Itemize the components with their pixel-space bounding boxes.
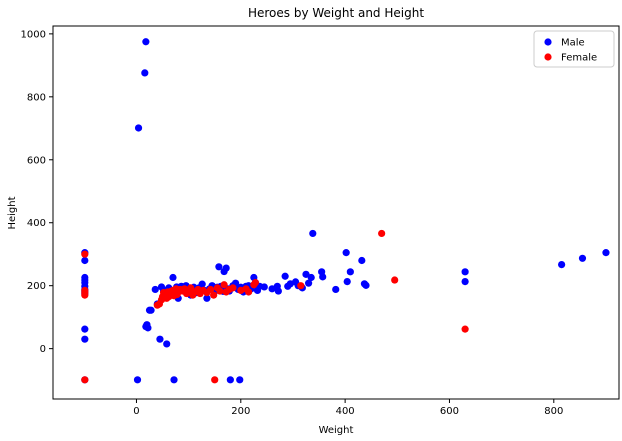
point-female-52 bbox=[391, 276, 399, 284]
legend-marker-female bbox=[544, 53, 552, 61]
point-male-21 bbox=[151, 285, 159, 294]
point-male-31 bbox=[169, 273, 177, 282]
point-male-76 bbox=[274, 287, 282, 295]
y-tick-label: 800 bbox=[27, 92, 46, 103]
point-female-4 bbox=[81, 376, 89, 384]
y-axis: 0 200 400 600 800 1000 bbox=[21, 29, 53, 355]
point-male-98 bbox=[558, 260, 566, 269]
point-male-1 bbox=[81, 256, 89, 265]
x-tick-label: 200 bbox=[231, 406, 250, 417]
point-male-10 bbox=[81, 335, 89, 343]
point-male-95 bbox=[362, 281, 370, 289]
x-axis: 0 200 400 600 800 bbox=[133, 399, 563, 417]
point-male-20 bbox=[147, 306, 155, 314]
series-female bbox=[81, 229, 469, 384]
point-male-52 bbox=[215, 263, 223, 271]
point-male-27 bbox=[163, 340, 171, 348]
point-male-93 bbox=[358, 256, 366, 265]
point-male-9 bbox=[81, 325, 89, 333]
point-male-90 bbox=[342, 249, 350, 257]
point-male-99 bbox=[578, 254, 587, 262]
point-male-100 bbox=[602, 249, 610, 257]
y-tick-label: 1000 bbox=[21, 29, 46, 40]
x-tick-label: 0 bbox=[133, 406, 139, 417]
point-male-47 bbox=[203, 294, 211, 302]
legend: Male Female bbox=[533, 30, 615, 68]
point-male-15 bbox=[142, 38, 150, 46]
point-male-96 bbox=[461, 268, 469, 276]
legend-label-male: Male bbox=[561, 38, 585, 49]
point-female-38 bbox=[211, 376, 219, 384]
point-male-12 bbox=[133, 376, 142, 384]
point-female-44 bbox=[229, 284, 237, 292]
x-tick-label: 800 bbox=[544, 406, 563, 417]
x-tick-label: 400 bbox=[336, 406, 355, 417]
point-male-13 bbox=[134, 124, 143, 132]
point-male-63 bbox=[236, 376, 244, 384]
y-axis-label: Height bbox=[7, 196, 18, 229]
point-male-83 bbox=[302, 270, 310, 278]
point-male-18 bbox=[144, 324, 152, 332]
series-male bbox=[81, 38, 610, 384]
x-tick-label: 600 bbox=[440, 406, 459, 417]
point-male-86 bbox=[309, 229, 317, 238]
point-female-41 bbox=[220, 281, 228, 289]
legend-box bbox=[533, 30, 615, 68]
point-female-53 bbox=[461, 325, 469, 333]
point-female-36 bbox=[206, 285, 215, 294]
y-tick-label: 400 bbox=[27, 218, 46, 229]
point-male-84 bbox=[305, 279, 313, 287]
legend-marker-male bbox=[544, 38, 552, 46]
point-female-40 bbox=[216, 287, 224, 295]
point-male-59 bbox=[226, 376, 234, 384]
point-female-37 bbox=[210, 291, 218, 299]
point-female-47 bbox=[245, 288, 253, 296]
point-female-0 bbox=[81, 250, 89, 258]
point-male-23 bbox=[156, 335, 164, 343]
point-male-14 bbox=[141, 69, 149, 77]
y-tick-label: 600 bbox=[27, 155, 46, 166]
x-axis-label: Weight bbox=[319, 425, 354, 436]
point-male-73 bbox=[260, 283, 268, 291]
chart-title: Heroes by Weight and Height bbox=[248, 6, 424, 20]
point-female-50 bbox=[297, 282, 305, 290]
point-female-51 bbox=[378, 229, 386, 238]
point-male-85 bbox=[307, 273, 315, 282]
point-male-32 bbox=[170, 376, 178, 384]
y-tick-label: 200 bbox=[27, 281, 46, 292]
plot-points bbox=[81, 38, 610, 384]
point-female-3 bbox=[81, 291, 89, 299]
point-male-97 bbox=[461, 277, 469, 286]
point-male-88 bbox=[319, 273, 327, 281]
point-male-92 bbox=[346, 268, 354, 276]
point-male-77 bbox=[281, 272, 289, 280]
legend-label-female: Female bbox=[561, 53, 597, 64]
point-male-56 bbox=[222, 264, 230, 272]
plot-area-frame bbox=[52, 25, 620, 400]
point-female-49 bbox=[251, 278, 259, 287]
y-tick-label: 0 bbox=[40, 344, 46, 355]
point-male-91 bbox=[343, 277, 351, 286]
point-male-45 bbox=[198, 280, 206, 288]
point-male-89 bbox=[332, 285, 340, 294]
